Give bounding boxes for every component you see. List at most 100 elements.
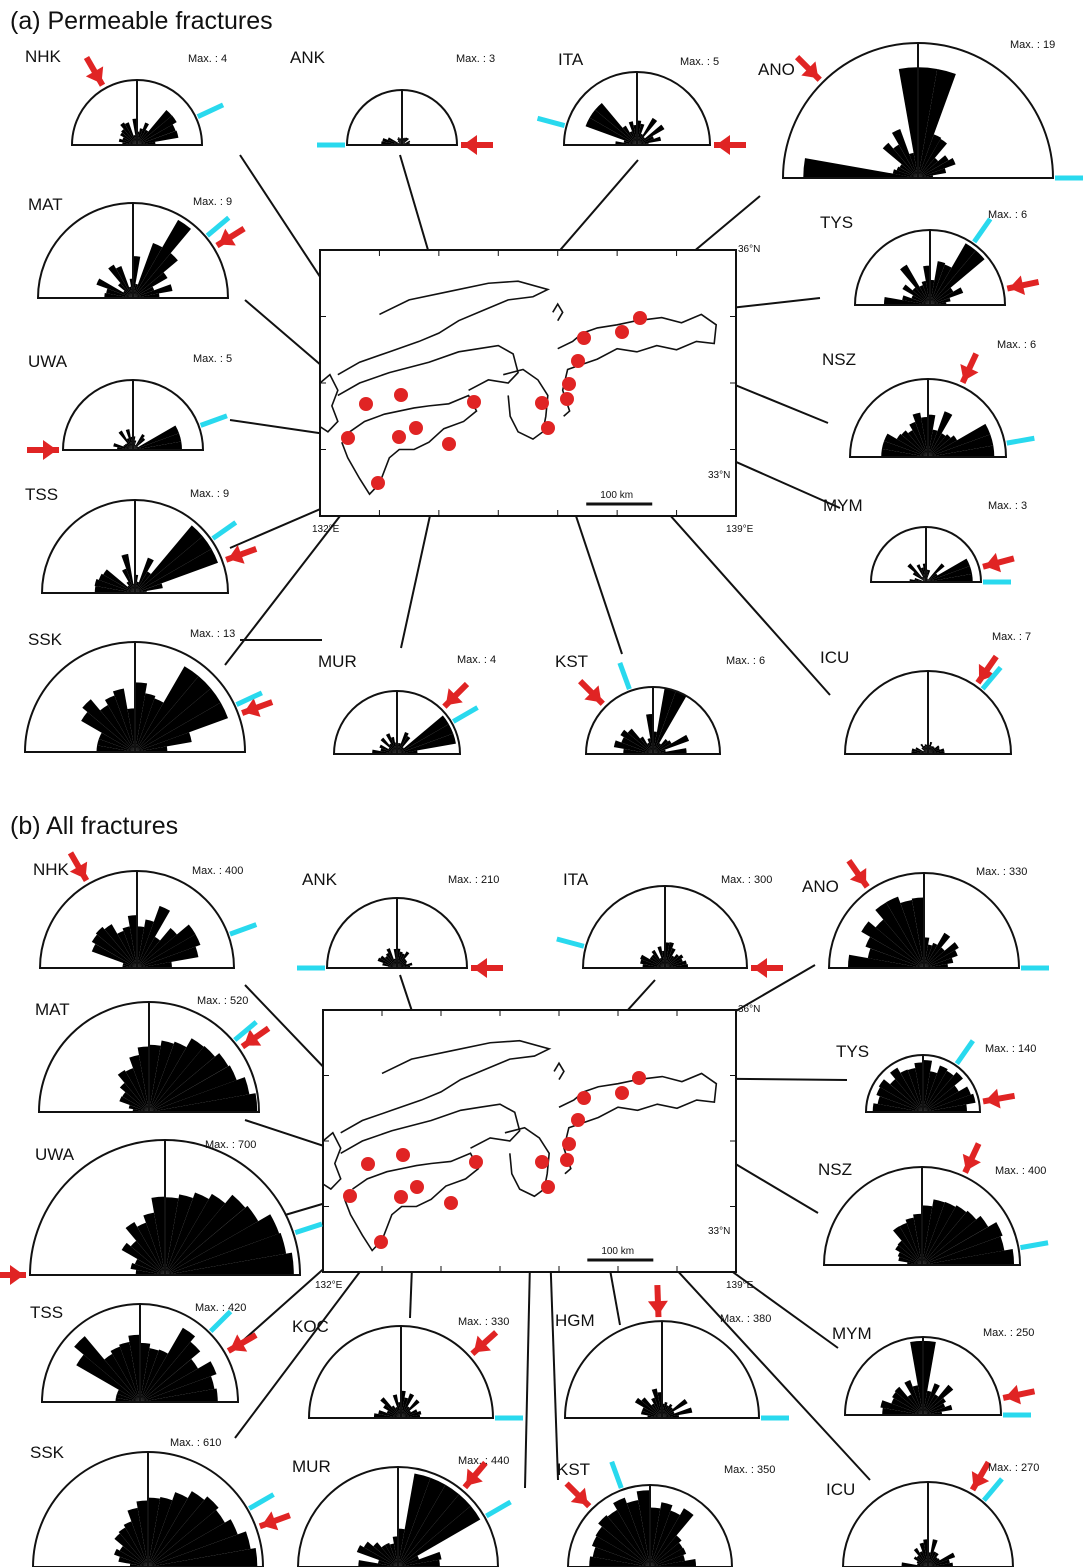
map-coord-lat-bottom: 33°N bbox=[708, 470, 730, 481]
rose-petal bbox=[135, 698, 164, 752]
rose-petal bbox=[651, 954, 665, 968]
rose-petal bbox=[119, 1341, 140, 1402]
rose-outline bbox=[307, 1325, 495, 1419]
rose-petal bbox=[122, 926, 137, 968]
rose-petal bbox=[119, 1545, 148, 1567]
strike-bar-icon bbox=[972, 217, 993, 244]
rose-petal bbox=[928, 1562, 953, 1567]
stress-arrow-icon bbox=[67, 851, 90, 883]
strike-bar-icon bbox=[196, 102, 225, 119]
site-marker-icon bbox=[444, 1196, 458, 1210]
rose-petal bbox=[135, 1269, 165, 1275]
rose-petal bbox=[924, 944, 933, 968]
rose-petal bbox=[148, 1509, 225, 1567]
rose-petal bbox=[591, 1536, 650, 1567]
rose-petal bbox=[133, 293, 160, 298]
rose-ank-panel-a: ANK Max. : 3 bbox=[290, 48, 495, 155]
rose-petal bbox=[398, 1559, 440, 1567]
station-name: MAT bbox=[28, 195, 63, 214]
rose-petal bbox=[125, 429, 133, 450]
rose-petal bbox=[640, 954, 665, 968]
rose-petal bbox=[133, 219, 192, 298]
station-name: UWA bbox=[28, 352, 68, 371]
rose-petal bbox=[149, 1040, 174, 1112]
rose-petal bbox=[924, 963, 948, 968]
rose-ita-panel-b: ITA Max. : 300 bbox=[556, 870, 783, 978]
rose-petal bbox=[912, 287, 930, 305]
rose-petal bbox=[117, 930, 137, 968]
rose-petal bbox=[397, 960, 408, 968]
rose-petal bbox=[123, 1521, 148, 1567]
stress-arrow-icon bbox=[846, 858, 870, 889]
rose-petal bbox=[922, 1199, 945, 1265]
rose-petal bbox=[924, 942, 938, 968]
rose-petal bbox=[137, 905, 171, 968]
rose-petal bbox=[388, 747, 397, 754]
rose-petal bbox=[926, 558, 970, 582]
stress-arrow-icon bbox=[647, 1284, 668, 1318]
rose-petal bbox=[916, 1560, 928, 1567]
rose-petal bbox=[118, 138, 137, 145]
rose-petals bbox=[113, 425, 182, 450]
rose-tys-panel-b: TYS Max. : 140 bbox=[836, 1039, 1036, 1113]
rose-petal bbox=[923, 1394, 939, 1415]
rose-petal bbox=[665, 942, 670, 968]
rose-petal bbox=[640, 1410, 662, 1418]
rose-petal bbox=[665, 955, 675, 968]
site-marker-icon bbox=[577, 1091, 591, 1105]
rose-petal bbox=[919, 1542, 928, 1567]
rose-petals bbox=[96, 219, 192, 298]
site-marker-icon bbox=[359, 397, 373, 411]
rose-hgm-panel-b: HGM Max. : 380 bbox=[555, 1284, 789, 1421]
stress-arrow-icon bbox=[982, 1088, 1016, 1109]
rose-petal bbox=[923, 1383, 940, 1415]
stress-arrow-icon bbox=[1002, 1384, 1036, 1405]
rose-petal bbox=[650, 1510, 681, 1567]
rose-petal bbox=[640, 959, 665, 968]
rose-petal bbox=[919, 1551, 928, 1567]
site-marker-icon bbox=[371, 476, 385, 490]
rose-petal bbox=[641, 1397, 662, 1418]
rose-petal bbox=[137, 936, 161, 968]
rose-petal bbox=[137, 1046, 149, 1112]
rose-petal bbox=[662, 1403, 673, 1418]
rose-petal bbox=[928, 745, 933, 754]
strike-bar-icon bbox=[229, 922, 258, 937]
rose-petal bbox=[899, 164, 918, 178]
rose-petal bbox=[637, 133, 643, 145]
rose-petal bbox=[378, 1560, 398, 1567]
rose-outline bbox=[822, 1166, 1022, 1266]
strike-bar-icon bbox=[294, 1221, 323, 1236]
site-marker-icon bbox=[374, 1235, 388, 1249]
rose-petal bbox=[651, 949, 665, 968]
site-marker-icon bbox=[560, 392, 574, 406]
rose-petals bbox=[613, 688, 690, 754]
rose-petal bbox=[137, 122, 149, 145]
rose-petal bbox=[905, 1217, 922, 1265]
rose-petal bbox=[923, 745, 928, 754]
rose-petal bbox=[646, 714, 653, 754]
rose-petal bbox=[397, 953, 405, 968]
rose-petals bbox=[589, 1490, 697, 1567]
rose-petal bbox=[878, 1079, 923, 1112]
rose-petal bbox=[398, 1477, 446, 1567]
stress-arrow-icon bbox=[258, 1511, 291, 1531]
coastline-segment bbox=[552, 302, 564, 322]
rose-petal bbox=[127, 585, 135, 593]
rose-petal bbox=[875, 919, 924, 968]
rose-outline bbox=[864, 1054, 982, 1113]
rose-petal bbox=[928, 411, 953, 457]
stress-arrow-icon bbox=[241, 698, 274, 717]
rose-petal bbox=[896, 433, 928, 457]
rose-petal bbox=[924, 950, 958, 968]
coastline-segment bbox=[343, 1152, 480, 1252]
rose-petal bbox=[358, 1560, 398, 1567]
rose-petal bbox=[140, 1342, 151, 1402]
rose-petal bbox=[135, 525, 203, 593]
rose-petal bbox=[924, 942, 959, 968]
site-marker-icon bbox=[571, 354, 585, 368]
rose-petal bbox=[923, 1390, 932, 1415]
rose-petal bbox=[165, 1197, 179, 1275]
rose-petal bbox=[928, 434, 951, 457]
site-marker-icon bbox=[615, 325, 629, 339]
